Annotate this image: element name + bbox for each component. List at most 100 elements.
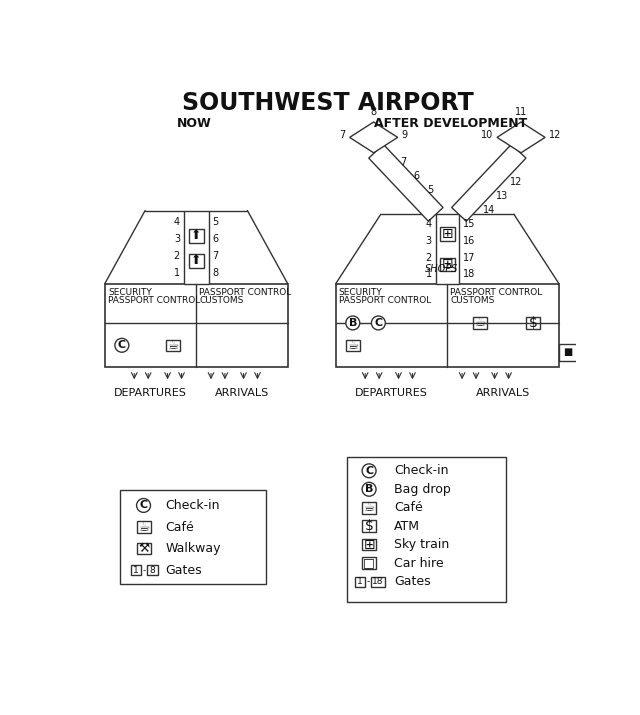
Text: 17: 17 — [463, 252, 476, 262]
Circle shape — [115, 338, 129, 352]
Text: 12: 12 — [549, 130, 561, 140]
Text: ⊞: ⊞ — [364, 538, 375, 552]
Text: ARRIVALS: ARRIVALS — [215, 388, 269, 398]
Bar — [440, 257, 455, 272]
Circle shape — [371, 316, 385, 330]
Text: Gates: Gates — [394, 575, 431, 588]
Text: ⊞: ⊞ — [442, 227, 453, 241]
Text: ARRIVALS: ARRIVALS — [476, 388, 531, 398]
Text: ☕: ☕ — [347, 339, 358, 352]
Text: Café: Café — [394, 501, 422, 514]
Text: -: - — [367, 577, 370, 586]
Bar — [362, 539, 376, 551]
Text: 3: 3 — [426, 235, 432, 245]
Text: 1: 1 — [174, 268, 180, 278]
Text: 7: 7 — [339, 130, 346, 140]
Text: 6: 6 — [212, 234, 219, 244]
Bar — [105, 284, 288, 367]
Text: 18: 18 — [463, 270, 475, 280]
Bar — [436, 214, 459, 284]
Bar — [362, 521, 376, 532]
Bar — [371, 577, 385, 587]
Text: 12: 12 — [509, 177, 522, 187]
Text: C: C — [374, 318, 383, 328]
Text: B: B — [349, 318, 357, 328]
Bar — [336, 284, 559, 367]
Circle shape — [136, 498, 150, 513]
Text: 8: 8 — [212, 268, 219, 278]
Text: SECURITY: SECURITY — [108, 287, 152, 297]
Bar — [527, 317, 540, 329]
Text: Sky train: Sky train — [394, 538, 449, 551]
Text: $: $ — [529, 316, 538, 330]
Text: 5: 5 — [212, 217, 219, 227]
Circle shape — [346, 316, 360, 330]
Text: □: □ — [364, 557, 375, 570]
Text: DEPARTURES: DEPARTURES — [355, 388, 428, 398]
Text: Check-in: Check-in — [394, 464, 449, 478]
Bar — [147, 565, 157, 575]
Text: ⬆: ⬆ — [191, 254, 202, 267]
Text: AFTER DEVELOPMENT: AFTER DEVELOPMENT — [374, 117, 527, 130]
Text: 1: 1 — [133, 566, 139, 575]
Text: ☕: ☕ — [138, 521, 149, 533]
Text: 1: 1 — [426, 270, 432, 280]
Text: $: $ — [365, 519, 374, 533]
Polygon shape — [369, 144, 443, 221]
Text: ⊞: ⊞ — [442, 257, 453, 272]
Bar — [559, 344, 579, 360]
Bar — [184, 210, 209, 284]
Polygon shape — [452, 144, 526, 221]
Bar — [440, 227, 455, 240]
Text: PASSPORT CONTROL: PASSPORT CONTROL — [108, 296, 200, 305]
Polygon shape — [349, 122, 397, 153]
Text: ☕: ☕ — [168, 339, 179, 352]
Text: SHOPS: SHOPS — [424, 265, 458, 275]
Bar — [346, 340, 360, 351]
Text: 10: 10 — [481, 130, 493, 140]
Bar — [189, 254, 204, 267]
Text: 11: 11 — [515, 107, 527, 117]
Text: 7: 7 — [212, 251, 219, 261]
Text: Walkway: Walkway — [165, 542, 221, 555]
Text: 8: 8 — [150, 566, 156, 575]
Text: ☕: ☕ — [474, 317, 486, 330]
Text: 3: 3 — [174, 234, 180, 244]
Text: PASSPORT CONTROL: PASSPORT CONTROL — [199, 287, 292, 297]
Text: 4: 4 — [426, 219, 432, 229]
Bar — [473, 317, 487, 329]
Text: SECURITY: SECURITY — [339, 287, 383, 297]
Bar — [362, 558, 376, 569]
Bar — [131, 565, 141, 575]
Text: 14: 14 — [483, 205, 495, 215]
Bar — [120, 490, 266, 584]
Bar — [136, 521, 150, 533]
Text: 2: 2 — [426, 252, 432, 262]
Text: SOUTHWEST AIRPORT: SOUTHWEST AIRPORT — [182, 91, 474, 114]
Text: C: C — [118, 340, 126, 350]
Text: ⚒: ⚒ — [138, 542, 149, 555]
Bar — [362, 502, 376, 513]
Text: B: B — [365, 484, 373, 494]
Text: 2: 2 — [173, 251, 180, 261]
Text: 8: 8 — [371, 107, 377, 117]
Polygon shape — [497, 122, 545, 153]
Text: Car hire: Car hire — [394, 557, 444, 570]
Text: CUSTOMS: CUSTOMS — [199, 296, 244, 305]
Text: 15: 15 — [463, 219, 476, 229]
Text: PASSPORT CONTROL: PASSPORT CONTROL — [451, 287, 543, 297]
Text: ☕: ☕ — [364, 501, 374, 514]
Text: PASSPORT CONTROL: PASSPORT CONTROL — [339, 296, 431, 305]
Text: 16: 16 — [463, 235, 475, 245]
Text: C: C — [140, 500, 148, 511]
Bar — [166, 340, 180, 351]
Text: 18: 18 — [372, 577, 384, 586]
Text: ATM: ATM — [394, 520, 420, 533]
Text: Check-in: Check-in — [165, 499, 220, 512]
Text: 5: 5 — [427, 185, 433, 195]
Text: 4: 4 — [174, 217, 180, 227]
Text: DEPARTURES: DEPARTURES — [114, 388, 187, 398]
Bar — [136, 543, 150, 554]
Circle shape — [362, 483, 376, 496]
Text: C: C — [365, 465, 373, 475]
